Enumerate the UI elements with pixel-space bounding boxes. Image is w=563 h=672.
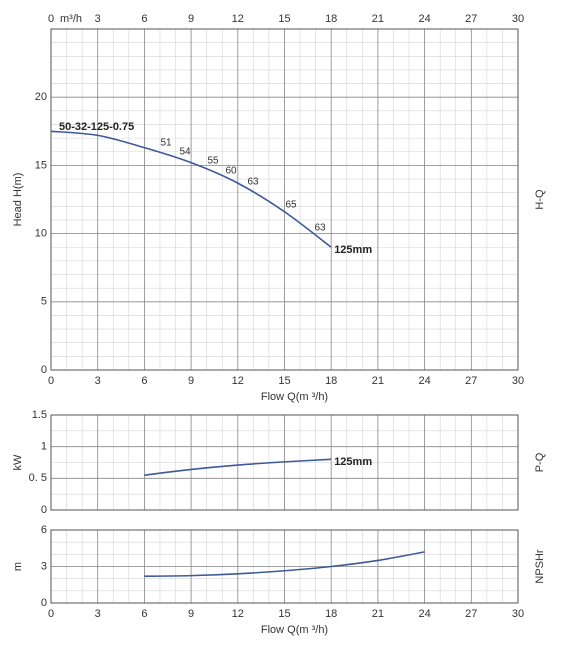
curve xyxy=(50,130,332,248)
efficiency-label: 55 xyxy=(207,156,219,167)
curve xyxy=(144,458,332,476)
efficiency-label: 65 xyxy=(285,200,297,211)
top-tick-label: 24 xyxy=(418,13,430,25)
x-tick-label: 24 xyxy=(418,375,430,387)
y-tick-label: 1 xyxy=(41,441,47,453)
x-tick-label: 24 xyxy=(418,608,430,620)
top-tick-label: 21 xyxy=(372,13,384,25)
top-tick-label: 6 xyxy=(141,13,147,25)
side-label: NPSHr xyxy=(534,549,546,584)
model-label: 50-32-125-0.75 xyxy=(59,121,134,133)
plot-frame xyxy=(50,529,519,604)
x-tick-label: 6 xyxy=(141,375,147,387)
y-tick-label: 0 xyxy=(41,597,47,609)
x-tick-label: 6 xyxy=(141,608,147,620)
efficiency-label: 54 xyxy=(179,147,191,158)
curve xyxy=(144,551,425,578)
plot-frame xyxy=(50,414,519,511)
y-tick-label: 10 xyxy=(35,228,47,240)
y-axis-label: m xyxy=(12,562,24,571)
y-tick-label: 15 xyxy=(35,159,47,171)
x-axis-label: Flow Q(m ³/h) xyxy=(261,624,328,636)
y-tick-label: 0 xyxy=(41,364,47,376)
efficiency-label: 63 xyxy=(314,223,326,234)
side-label: H-Q xyxy=(534,189,546,210)
x-tick-label: 0 xyxy=(48,608,54,620)
x-tick-label: 12 xyxy=(232,608,244,620)
top-axis-unit: m³/h xyxy=(60,13,82,25)
x-tick-label: 18 xyxy=(325,375,337,387)
top-tick-label: 30 xyxy=(512,13,524,25)
y-axis-label: Head H(m) xyxy=(12,173,24,227)
y-tick-label: 6 xyxy=(41,524,47,536)
top-tick-label: 12 xyxy=(232,13,244,25)
efficiency-label: 51 xyxy=(160,138,172,149)
y-tick-label: 5 xyxy=(41,296,47,308)
x-tick-label: 21 xyxy=(372,608,384,620)
efficiency-label: 60 xyxy=(225,166,237,177)
x-tick-label: 30 xyxy=(512,375,524,387)
x-tick-label: 9 xyxy=(188,608,194,620)
series-label: 125mm xyxy=(334,244,372,256)
x-tick-label: 0 xyxy=(48,375,54,387)
top-tick-label: 15 xyxy=(278,13,290,25)
top-tick-label: 27 xyxy=(465,13,477,25)
y-tick-label: 0 xyxy=(41,504,47,516)
x-tick-label: 27 xyxy=(465,375,477,387)
top-tick-label: 18 xyxy=(325,13,337,25)
x-tick-label: 3 xyxy=(95,608,101,620)
x-tick-label: 12 xyxy=(232,375,244,387)
x-axis-label: Flow Q(m ³/h) xyxy=(261,391,328,403)
top-tick-label: 9 xyxy=(188,13,194,25)
series-label: 125mm xyxy=(334,456,372,468)
plot-frame xyxy=(50,28,519,371)
top-tick-label: 3 xyxy=(95,13,101,25)
x-tick-label: 15 xyxy=(278,375,290,387)
side-label: P-Q xyxy=(534,452,546,472)
x-tick-label: 9 xyxy=(188,375,194,387)
y-tick-label: 1.5 xyxy=(32,409,47,421)
top-tick-label: 0 xyxy=(48,13,54,25)
y-tick-label: 3 xyxy=(41,560,47,572)
y-tick-label: 20 xyxy=(35,91,47,103)
x-tick-label: 18 xyxy=(325,608,337,620)
x-tick-label: 15 xyxy=(278,608,290,620)
x-tick-label: 21 xyxy=(372,375,384,387)
x-tick-label: 30 xyxy=(512,608,524,620)
y-axis-label: kW xyxy=(12,454,24,471)
x-tick-label: 27 xyxy=(465,608,477,620)
y-tick-label: 0. 5 xyxy=(29,472,47,484)
efficiency-label: 63 xyxy=(247,177,259,188)
x-tick-label: 3 xyxy=(95,375,101,387)
